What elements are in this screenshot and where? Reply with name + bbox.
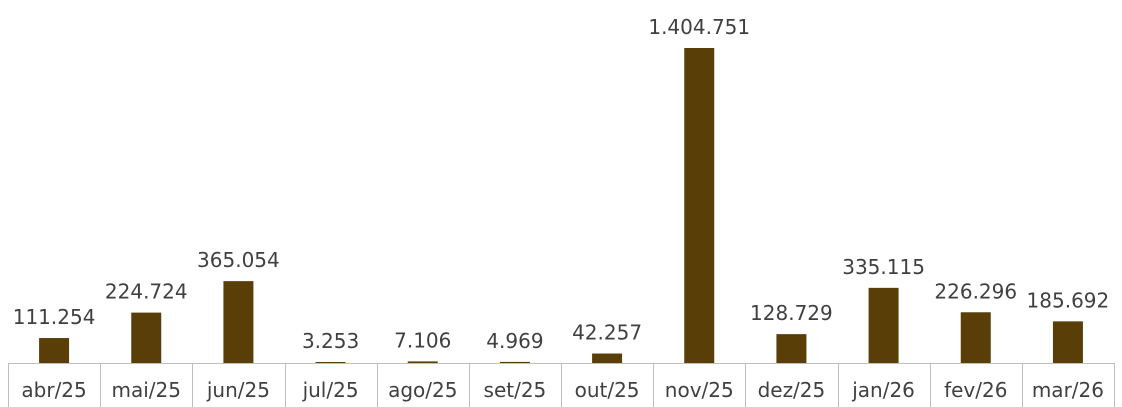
bar-mar-26[interactable] <box>1052 321 1083 363</box>
data-label: 185.692 <box>1027 288 1110 312</box>
x-tick-label: jan/26 <box>851 378 915 402</box>
bar-dez-25[interactable] <box>776 334 807 363</box>
x-tick-label: jun/25 <box>206 378 270 402</box>
data-label: 128.729 <box>750 301 833 325</box>
x-tick-label: nov/25 <box>665 378 734 402</box>
bar-fev-26[interactable] <box>960 312 991 363</box>
bar-set-25[interactable] <box>499 361 530 363</box>
x-tick-label: ago/25 <box>388 378 457 402</box>
x-tick-label: mai/25 <box>112 378 181 402</box>
bar-jun-25[interactable] <box>223 281 254 363</box>
data-label: 226.296 <box>934 279 1017 303</box>
data-label: 365.054 <box>197 248 280 272</box>
data-label: 42.257 <box>572 321 642 345</box>
data-label: 224.724 <box>105 280 188 304</box>
x-tick-label: out/25 <box>575 378 640 402</box>
x-tick-label: mar/26 <box>1032 378 1104 402</box>
bars-group <box>39 48 1083 363</box>
bar-ago-25[interactable] <box>407 361 438 363</box>
x-tick-label: jul/25 <box>302 378 359 402</box>
bar-out-25[interactable] <box>592 353 623 363</box>
x-tick-label: dez/25 <box>758 378 826 402</box>
data-label: 3.253 <box>302 329 359 353</box>
data-label: 4.969 <box>486 329 543 353</box>
data-labels-group: 111.254 224.724 365.054 3.253 7.106 4.969 42.2… <box>13 15 1110 353</box>
bar-abr-25[interactable] <box>39 338 70 363</box>
x-tick-label: set/25 <box>484 378 547 402</box>
bar-jul-25[interactable] <box>315 362 346 363</box>
data-label: 1.404.751 <box>648 15 750 39</box>
x-tick-label: fev/26 <box>944 378 1007 402</box>
data-label: 111.254 <box>13 305 96 329</box>
x-axis: abr/25 mai/25 jun/25 jul/25 ago/25 set/25 out/… <box>8 363 1115 407</box>
bar-mai-25[interactable] <box>131 312 162 363</box>
bar-jan-26[interactable] <box>868 287 899 363</box>
data-label: 335.115 <box>842 255 925 279</box>
x-tick-label: abr/25 <box>21 378 86 402</box>
bar-nov-25[interactable] <box>684 48 715 363</box>
data-label: 7.106 <box>394 328 451 352</box>
